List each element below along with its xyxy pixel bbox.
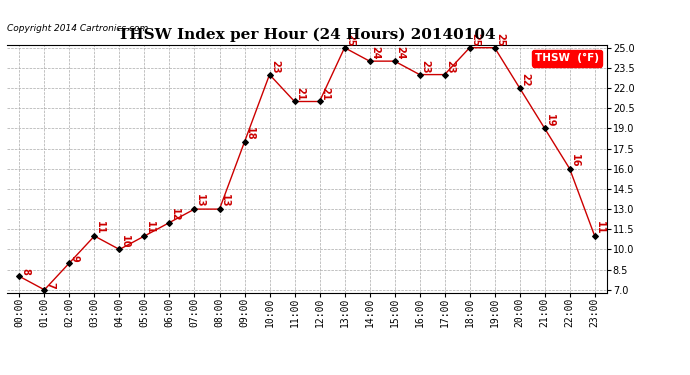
Text: 25: 25 bbox=[345, 33, 355, 46]
Text: 25: 25 bbox=[470, 33, 480, 46]
Point bbox=[89, 233, 100, 239]
Point bbox=[14, 273, 25, 279]
Point bbox=[164, 219, 175, 225]
Point bbox=[364, 58, 375, 64]
Point bbox=[239, 139, 250, 145]
Point bbox=[139, 233, 150, 239]
Point bbox=[189, 206, 200, 212]
Text: 23: 23 bbox=[270, 60, 280, 73]
Text: 7: 7 bbox=[45, 282, 55, 288]
Text: 9: 9 bbox=[70, 255, 80, 261]
Point bbox=[114, 246, 125, 252]
Text: 11: 11 bbox=[145, 221, 155, 235]
Text: Copyright 2014 Cartronics.com: Copyright 2014 Cartronics.com bbox=[7, 24, 148, 33]
Text: 21: 21 bbox=[295, 87, 305, 100]
Text: 19: 19 bbox=[545, 114, 555, 127]
Text: 22: 22 bbox=[520, 73, 530, 87]
Text: 11: 11 bbox=[95, 221, 105, 235]
Point bbox=[414, 72, 425, 78]
Point bbox=[264, 72, 275, 78]
Point bbox=[314, 99, 325, 105]
Text: 12: 12 bbox=[170, 208, 180, 221]
Legend: THSW  (°F): THSW (°F) bbox=[532, 50, 602, 66]
Text: 16: 16 bbox=[570, 154, 580, 167]
Text: 10: 10 bbox=[120, 235, 130, 248]
Point bbox=[439, 72, 450, 78]
Text: 13: 13 bbox=[220, 194, 230, 208]
Point bbox=[339, 45, 350, 51]
Point bbox=[289, 99, 300, 105]
Text: 8: 8 bbox=[20, 268, 30, 275]
Point bbox=[39, 287, 50, 293]
Point bbox=[514, 85, 525, 91]
Text: 11: 11 bbox=[595, 221, 605, 235]
Text: 18: 18 bbox=[245, 127, 255, 141]
Point bbox=[539, 125, 550, 131]
Point bbox=[464, 45, 475, 51]
Text: 24: 24 bbox=[395, 46, 405, 60]
Text: 13: 13 bbox=[195, 194, 205, 208]
Text: 25: 25 bbox=[495, 33, 505, 46]
Point bbox=[489, 45, 500, 51]
Point bbox=[214, 206, 225, 212]
Point bbox=[589, 233, 600, 239]
Text: 23: 23 bbox=[445, 60, 455, 73]
Point bbox=[389, 58, 400, 64]
Point bbox=[564, 166, 575, 172]
Text: 21: 21 bbox=[320, 87, 330, 100]
Text: 23: 23 bbox=[420, 60, 430, 73]
Title: THSW Index per Hour (24 Hours) 20140104: THSW Index per Hour (24 Hours) 20140104 bbox=[118, 28, 496, 42]
Text: 24: 24 bbox=[370, 46, 380, 60]
Point bbox=[64, 260, 75, 266]
